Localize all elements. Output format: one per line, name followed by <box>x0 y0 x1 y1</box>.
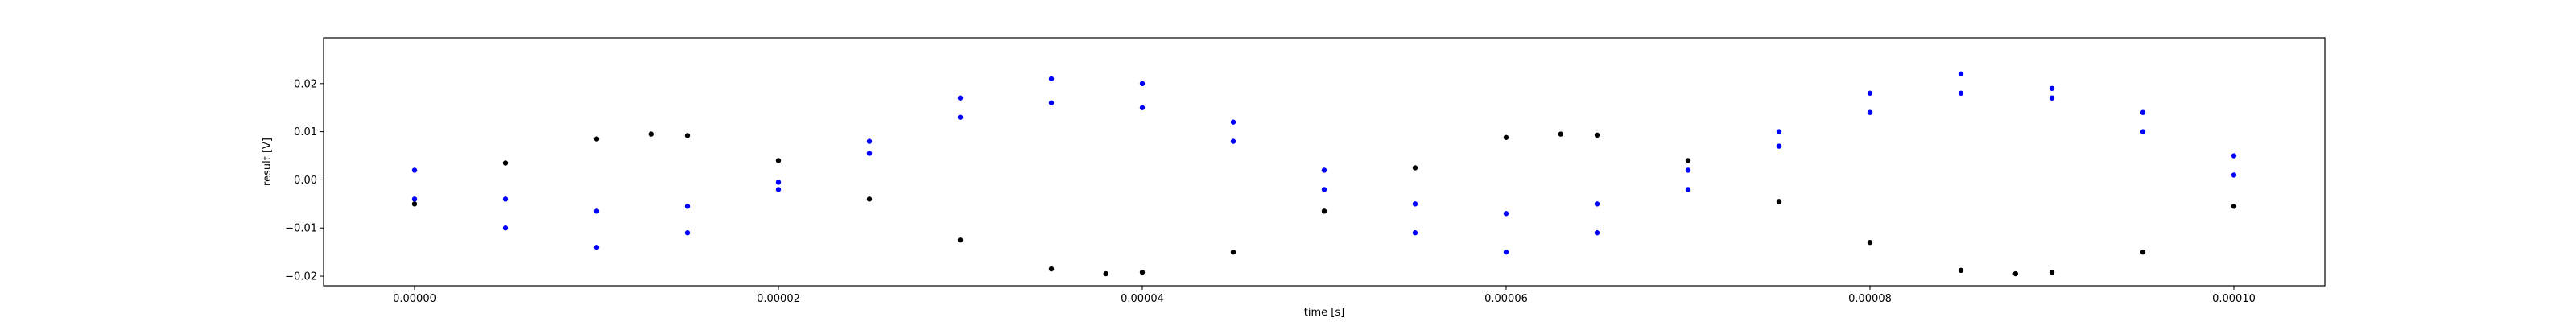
data-point <box>1594 132 1600 138</box>
data-point <box>1867 90 1873 96</box>
data-point <box>1958 267 1964 274</box>
y-tick-label: −0.01 <box>285 223 317 235</box>
data-point <box>1412 230 1418 236</box>
data-point <box>2231 172 2237 178</box>
data-point <box>1103 270 1109 277</box>
data-point <box>1139 270 1146 275</box>
y-tick-label: 0.02 <box>294 78 317 90</box>
data-point <box>593 208 600 214</box>
data-point <box>1321 167 1327 173</box>
data-point <box>1412 201 1418 207</box>
data-point <box>1776 129 1782 134</box>
data-point <box>1958 90 1964 96</box>
data-point <box>593 244 600 250</box>
data-point <box>1048 266 1055 272</box>
data-point <box>1685 158 1691 163</box>
data-point <box>957 114 964 120</box>
data-point <box>502 160 509 166</box>
data-point <box>1321 187 1327 192</box>
data-point <box>2231 204 2237 209</box>
data-point <box>1958 71 1964 77</box>
x-tick-label: 0.00006 <box>1484 293 1528 305</box>
series-0 <box>411 131 2237 277</box>
y-axis: −0.02 −0.01 0.00 0.01 0.02 <box>285 78 324 283</box>
data-point <box>411 167 418 173</box>
data-point <box>775 180 782 185</box>
data-point <box>684 204 691 209</box>
data-point <box>957 237 964 243</box>
data-point <box>1139 105 1146 110</box>
series-2 <box>411 90 2237 255</box>
data-point <box>866 138 873 144</box>
axes-frame <box>323 37 2326 287</box>
data-point <box>1048 100 1055 105</box>
y-tick-label: 0.01 <box>294 126 317 138</box>
data-point <box>1594 230 1600 236</box>
data-point <box>1685 187 1691 192</box>
data-point <box>866 196 873 202</box>
data-point <box>1867 109 1873 115</box>
plot-area <box>411 71 2237 277</box>
x-tick-label: 0.00002 <box>757 293 800 305</box>
data-point <box>411 196 418 202</box>
data-point <box>775 158 782 163</box>
data-point <box>684 230 691 236</box>
x-tick-label: 0.00010 <box>2212 293 2256 305</box>
data-point <box>1867 239 1873 246</box>
data-point <box>866 151 873 156</box>
y-tick-label: −0.02 <box>285 271 317 283</box>
data-point <box>1594 201 1600 207</box>
data-point <box>2049 95 2055 101</box>
x-axis-label: time [s] <box>1304 307 1344 319</box>
data-point <box>593 136 600 142</box>
data-point <box>2140 109 2146 115</box>
data-point <box>2049 270 2055 275</box>
data-point <box>1558 131 1564 137</box>
data-point <box>1503 134 1509 140</box>
data-point <box>1503 211 1509 217</box>
data-point <box>1139 80 1146 87</box>
data-point <box>1412 165 1418 171</box>
y-axis-label: result [V] <box>262 138 274 186</box>
data-point <box>957 95 964 101</box>
data-point <box>1230 119 1236 125</box>
data-point <box>1230 249 1236 255</box>
data-point <box>684 133 691 138</box>
data-point <box>1230 138 1236 144</box>
data-point <box>2013 270 2018 277</box>
data-point <box>648 131 654 137</box>
x-axis: 0.00000 0.00002 0.00004 0.00006 0.00008 0.000… <box>393 286 2256 305</box>
data-point <box>2231 153 2237 159</box>
data-point <box>1321 208 1327 214</box>
data-point <box>1776 199 1782 204</box>
data-point <box>411 201 418 207</box>
data-point <box>2140 129 2146 134</box>
data-point <box>1685 167 1691 173</box>
series-1 <box>411 71 2237 217</box>
data-point <box>502 225 509 231</box>
y-tick-label: 0.00 <box>294 175 317 187</box>
data-point <box>2140 249 2146 255</box>
x-tick-label: 0.00008 <box>1848 293 1892 305</box>
data-point <box>1503 249 1509 255</box>
data-point <box>775 187 782 192</box>
data-point <box>1048 76 1055 82</box>
x-tick-label: 0.00000 <box>393 293 436 305</box>
data-point <box>1776 143 1782 149</box>
x-tick-label: 0.00004 <box>1121 293 1164 305</box>
data-point <box>502 196 509 202</box>
data-point <box>2049 85 2055 91</box>
